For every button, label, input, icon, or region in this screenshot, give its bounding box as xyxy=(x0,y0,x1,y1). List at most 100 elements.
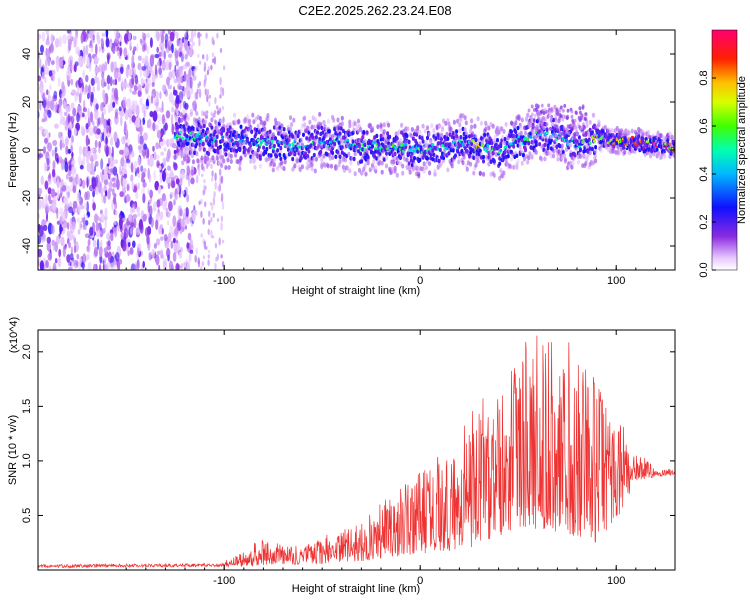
spectrogram-ridge-halo xyxy=(583,116,587,121)
spectrogram-noise-cell xyxy=(173,199,176,206)
spectrogram-ridge-halo xyxy=(299,128,303,134)
spectrogram-noise-cell xyxy=(100,37,104,45)
spectrogram-noise-cell xyxy=(132,35,137,41)
spectrogram-ridge-cell xyxy=(213,149,217,154)
spectrogram-ridge-halo xyxy=(251,112,255,118)
spectrogram-noise-cell xyxy=(92,177,96,185)
spectrogram-noise-cell xyxy=(119,34,123,43)
spectrogram-ridge-halo xyxy=(300,164,304,170)
spectrogram-noise-cell xyxy=(113,208,116,215)
spectrogram-noise-cell xyxy=(126,193,130,203)
spectrogram-ridge-halo xyxy=(599,147,603,153)
spectrogram-ridge-halo xyxy=(174,108,178,114)
spectrogram-noise-cell xyxy=(214,262,217,270)
spectrogram-ridge-halo xyxy=(487,125,491,131)
spectrogram-noise-cell xyxy=(64,161,69,173)
spectrogram-ridge-halo xyxy=(627,130,631,136)
spectrogram-ridge-halo xyxy=(226,157,230,163)
spectrogram-noise-cell xyxy=(42,219,47,225)
spectrogram-noise-cell xyxy=(67,160,71,166)
spectrogram-ridge-cell xyxy=(182,142,186,148)
spectrogram-noise-cell xyxy=(164,243,170,249)
spectrogram-noise-cell xyxy=(138,219,143,231)
spectrogram-ridge-halo xyxy=(322,119,326,125)
spectrogram-y-tick-label: 40 xyxy=(21,48,33,60)
spectrogram-noise-cell xyxy=(158,264,161,270)
spectrogram-noise-cell xyxy=(149,111,154,118)
spectrogram-noise-cell xyxy=(47,194,52,202)
spectrogram-noise-cell xyxy=(140,119,144,126)
spectrogram-noise-cell xyxy=(98,46,101,53)
spectrogram-noise-cell xyxy=(190,30,194,41)
spectrogram-noise-cell xyxy=(160,30,163,34)
spectrogram-ridge-cell xyxy=(393,151,397,157)
spectrogram-noise-cell xyxy=(168,61,172,71)
spectrogram-noise-cell xyxy=(40,175,45,185)
spectrogram-noise-cell xyxy=(203,179,206,184)
spectrogram-noise-cell xyxy=(219,168,222,176)
spectrogram-ridge-cell xyxy=(202,147,206,152)
spectrogram-noise-cell xyxy=(108,146,111,156)
spectrogram-noise-cell xyxy=(87,108,90,119)
spectrogram-noise-cell xyxy=(153,243,157,249)
spectrogram-ridge-halo xyxy=(641,132,645,137)
spectrogram-noise-cell xyxy=(194,103,197,113)
spectrogram-noise-cell xyxy=(103,216,108,221)
spectrogram-noise-cell xyxy=(154,53,160,59)
spectrogram-noise-cell xyxy=(219,48,223,53)
spectrogram-noise-cell xyxy=(137,247,140,256)
spectrogram-noise-cell xyxy=(162,124,166,135)
spectrogram-noise-cell xyxy=(38,75,42,82)
spectrogram-ridge-cell xyxy=(299,156,303,161)
spectrogram-noise-cell xyxy=(137,156,141,167)
spectrogram-ridge-halo xyxy=(470,118,474,124)
spectrogram-ridge-halo xyxy=(561,131,565,136)
spectrogram-ridge-halo xyxy=(578,124,581,129)
spectrogram-ridge-halo xyxy=(534,107,538,112)
spectrogram-noise-cell xyxy=(197,167,201,177)
spectrogram-noise-cell xyxy=(107,189,111,200)
spectrogram-ridge-core xyxy=(265,142,269,147)
spectrogram-ridge-halo xyxy=(502,170,506,176)
spectrogram-noise-cell xyxy=(38,199,42,210)
spectrogram-ridge-halo xyxy=(220,119,224,125)
spectrogram-ridge-halo xyxy=(364,171,368,177)
spectrogram-noise-cell xyxy=(156,238,161,246)
spectrogram-noise-cell xyxy=(180,218,185,230)
spectrogram-noise-cell xyxy=(109,168,114,173)
spectrogram-noise-cell xyxy=(76,217,80,223)
spectrogram-noise-cell xyxy=(220,222,223,231)
spectrogram-noise-cell xyxy=(165,64,170,71)
spectrogram-noise-cell xyxy=(108,125,112,134)
spectrogram-noise-cell xyxy=(151,249,156,258)
spectrogram-ridge-core xyxy=(346,138,350,142)
spectrogram-ridge-halo xyxy=(329,163,334,169)
spectrogram-noise-cell xyxy=(206,88,210,96)
spectrogram-noise-cell xyxy=(142,181,147,188)
spectrogram-noise-cell xyxy=(155,219,159,230)
spectrogram-noise-cell xyxy=(205,32,208,39)
spectrogram-ridge-halo xyxy=(432,128,436,134)
spectrogram-ridge-halo xyxy=(540,156,544,162)
spectrogram-noise-cell xyxy=(220,175,224,184)
spectrogram-ridge-halo xyxy=(253,164,257,170)
spectrogram-noise-cell xyxy=(155,154,160,160)
spectrogram-noise-cell xyxy=(47,89,50,100)
spectrogram-ridge-halo xyxy=(552,144,556,149)
spectrogram-ridge-cell xyxy=(312,141,316,147)
spectrogram-noise-cell xyxy=(198,37,201,47)
spectrogram-noise-cell xyxy=(105,30,109,39)
spectrogram-noise-cell xyxy=(105,190,108,197)
spectrogram-noise-cell xyxy=(130,174,134,182)
spectrogram-ridge-halo xyxy=(410,127,414,132)
spectrogram-noise-cell xyxy=(100,158,104,170)
spectrogram-ridge-cell xyxy=(641,136,645,142)
spectrogram-noise-cell xyxy=(198,81,202,87)
spectrogram-noise-cell xyxy=(80,78,84,84)
spectrogram-ridge-halo xyxy=(543,156,547,162)
spectrogram-noise-cell xyxy=(197,53,200,58)
spectrogram-noise-cell xyxy=(57,77,61,88)
spectrogram-noise-cell xyxy=(45,58,48,69)
spectrogram-noise-cell xyxy=(134,264,138,270)
spectrogram-noise-cell xyxy=(156,250,161,256)
